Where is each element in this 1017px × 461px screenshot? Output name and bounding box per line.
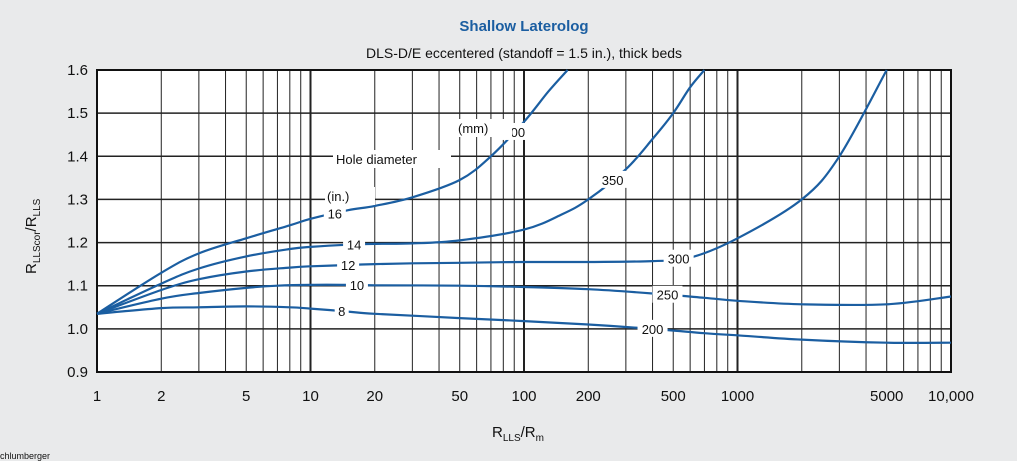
series-line-10 xyxy=(96,283,952,315)
y-tick-label: 1.0 xyxy=(67,321,88,338)
plot-frame xyxy=(96,69,952,373)
x-tick-label: 50 xyxy=(451,388,468,405)
x-tick-label: 2 xyxy=(157,388,165,405)
y-tick-label: 1.6 xyxy=(67,62,88,79)
curves xyxy=(96,69,952,345)
series-label-in-10-bg xyxy=(345,275,368,293)
series-line-14 xyxy=(96,69,706,315)
chart-title: Shallow Laterolog xyxy=(459,18,588,35)
x-tick-label: 100 xyxy=(511,388,536,405)
annotations: Hole diameter (in.) (mm) xyxy=(325,119,512,205)
y-axis-label: RLLScor/RLLS xyxy=(23,198,43,274)
y-tick-label: 1.2 xyxy=(67,235,88,252)
series-label-in-8: 8 xyxy=(338,304,345,319)
series-label-in-16: 16 xyxy=(328,206,342,221)
series-label-in-12: 12 xyxy=(341,258,355,273)
series-label-in-10: 10 xyxy=(350,278,364,293)
x-tick-label: 1 xyxy=(93,388,101,405)
unit-mm-label: (mm) xyxy=(458,121,488,136)
y-tick-label: 1.3 xyxy=(67,191,88,208)
x-tick-label: 500 xyxy=(661,388,686,405)
series-label-in-14: 14 xyxy=(347,238,361,253)
series-label-mm-200: 200 xyxy=(642,322,664,337)
x-axis-label: RLLS/Rm xyxy=(492,424,544,444)
x-tick-label: 5 xyxy=(242,388,250,405)
series-label-mm-250: 250 xyxy=(657,288,679,303)
series-label-mm-200-bg xyxy=(637,319,668,337)
series-label-mm-350-bg xyxy=(597,170,628,188)
series-line-8 xyxy=(96,305,952,345)
x-tick-label: 20 xyxy=(366,388,383,405)
x-tick-label: 200 xyxy=(576,388,601,405)
x-tick-label: 10,000 xyxy=(928,388,974,405)
y-tick-label: 1.1 xyxy=(67,278,88,295)
y-tick-label: 0.9 xyxy=(67,364,88,381)
series-label-in-16-bg xyxy=(323,204,346,222)
series-label-mm-250-bg xyxy=(652,285,683,303)
series-label-in-14-bg xyxy=(343,235,366,253)
footer-credit: chlumberger xyxy=(0,451,50,461)
series-label-in-12-bg xyxy=(337,256,360,274)
x-tick-label: 10 xyxy=(302,388,319,405)
x-tick-label: 5000 xyxy=(870,388,903,405)
series-line-12 xyxy=(96,69,888,315)
y-tick-labels: 0.9 1.0 1.1 1.2 1.3 1.4 1.5 1.6 xyxy=(67,62,88,381)
chart-subtitle: DLS-D/E eccentered (standoff = 1.5 in.),… xyxy=(366,45,682,61)
series-label-mm-300-bg xyxy=(663,249,694,267)
series-label-mm-350: 350 xyxy=(602,173,624,188)
x-tick-label: 1000 xyxy=(721,388,754,405)
series-label-in-8-bg xyxy=(334,302,349,320)
series-label-mm-300: 300 xyxy=(668,252,690,267)
y-tick-label: 1.4 xyxy=(67,148,88,165)
x-tick-labels: 1 2 5 10 20 50 100 200 500 1000 5000 10,000 xyxy=(93,388,974,405)
y-tick-label: 1.5 xyxy=(67,105,88,122)
unit-in-label: (in.) xyxy=(327,189,349,204)
hole-diameter-label: Hole diameter xyxy=(336,152,418,167)
